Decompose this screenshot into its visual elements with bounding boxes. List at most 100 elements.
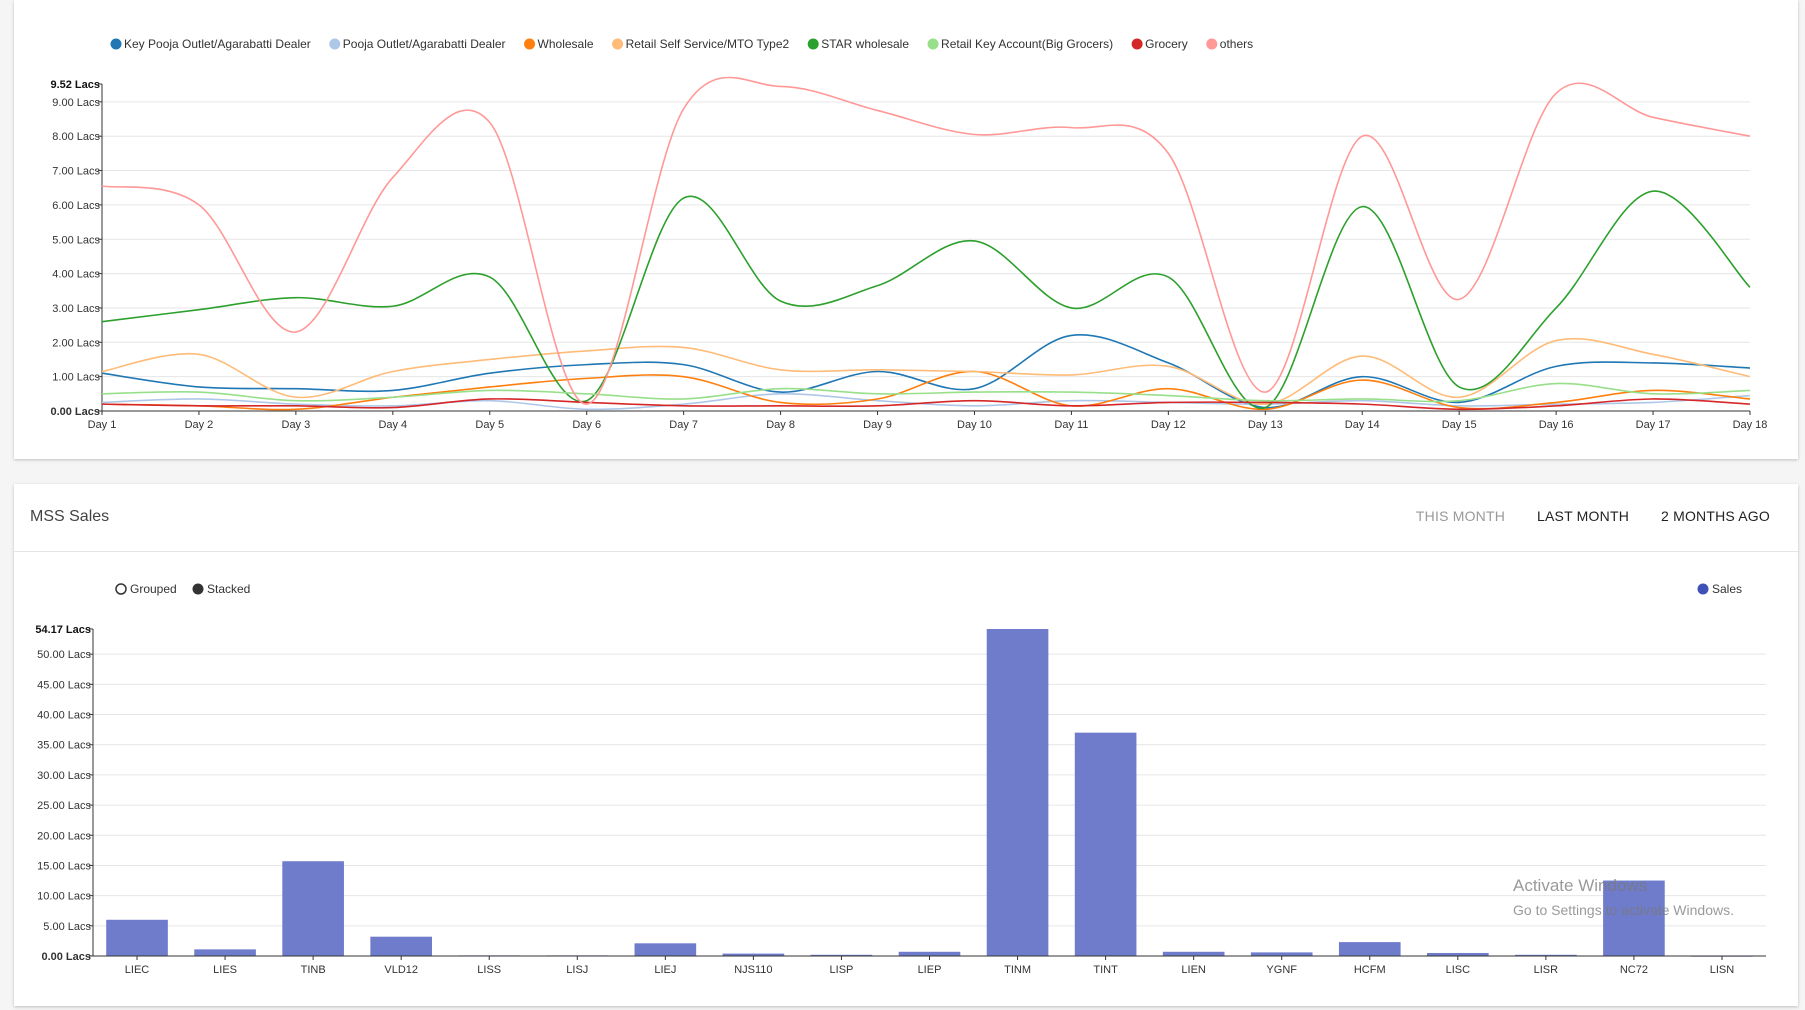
series-point[interactable] — [1748, 397, 1752, 401]
bar-njs110[interactable] — [722, 953, 785, 956]
legend-item-6[interactable]: Grocery — [1131, 37, 1188, 51]
tab-last-month[interactable]: LAST MONTH — [1537, 508, 1630, 524]
bar-liec[interactable] — [106, 919, 168, 956]
series-point[interactable] — [972, 390, 976, 394]
series-point[interactable] — [391, 395, 395, 399]
series-point[interactable] — [197, 404, 201, 408]
series-point[interactable] — [682, 363, 686, 367]
series-point[interactable] — [488, 397, 492, 401]
legend-dot-icon[interactable] — [927, 38, 939, 50]
series-point[interactable] — [682, 404, 686, 408]
legend-dot-icon[interactable] — [612, 38, 624, 50]
series-point[interactable] — [779, 400, 783, 404]
legend-dot-icon[interactable] — [524, 38, 536, 50]
series-point[interactable] — [1263, 390, 1267, 394]
series-point[interactable] — [1069, 404, 1073, 408]
series-line-7[interactable] — [101, 76, 1751, 405]
series-point[interactable] — [972, 399, 976, 403]
bar-ygnf[interactable] — [1250, 952, 1313, 956]
series-point[interactable] — [972, 387, 976, 391]
series-point[interactable] — [197, 397, 201, 401]
series-point[interactable] — [1554, 91, 1558, 95]
series-point[interactable] — [585, 349, 589, 353]
series-point[interactable] — [876, 368, 880, 372]
legend-item-0[interactable]: Key Pooja Outlet/Agarabatti Dealer — [110, 37, 311, 51]
legend-item-4[interactable]: STAR wholesale — [807, 37, 910, 51]
series-point[interactable] — [391, 388, 395, 392]
series-point[interactable] — [1069, 306, 1073, 310]
bar-liep[interactable] — [898, 951, 961, 956]
series-point[interactable] — [1748, 388, 1752, 392]
series-point[interactable] — [1166, 361, 1170, 365]
series-point[interactable] — [1651, 189, 1655, 193]
series-point[interactable] — [1166, 364, 1170, 368]
legend-dot-icon[interactable] — [1206, 38, 1218, 50]
series-point[interactable] — [585, 402, 589, 406]
series-point[interactable] — [1651, 352, 1655, 356]
series-point[interactable] — [100, 320, 104, 324]
series-point[interactable] — [876, 284, 880, 288]
series-point[interactable] — [1360, 205, 1364, 209]
series-point[interactable] — [488, 371, 492, 375]
series-point[interactable] — [1263, 400, 1267, 404]
series-point[interactable] — [294, 330, 298, 334]
series-point[interactable] — [488, 275, 492, 279]
bar-tint[interactable] — [1074, 732, 1137, 956]
series-point[interactable] — [1457, 399, 1461, 403]
series-point[interactable] — [100, 402, 104, 406]
series-point[interactable] — [1554, 404, 1558, 408]
bar-lien[interactable] — [1162, 951, 1225, 956]
legend-item-2[interactable]: Wholesale — [524, 37, 594, 51]
series-point[interactable] — [1748, 366, 1752, 370]
series-point[interactable] — [876, 404, 880, 408]
sales-legend-dot-icon[interactable] — [1697, 583, 1709, 595]
sales-legend-label[interactable]: Sales — [1712, 582, 1742, 596]
series-point[interactable] — [294, 399, 298, 403]
series-point[interactable] — [1166, 387, 1170, 391]
series-point[interactable] — [488, 385, 492, 389]
series-point[interactable] — [294, 296, 298, 300]
sales-legend[interactable]: Sales — [1697, 582, 1743, 596]
series-point[interactable] — [1360, 375, 1364, 379]
series-point[interactable] — [972, 239, 976, 243]
series-point[interactable] — [682, 196, 686, 200]
series-point[interactable] — [391, 175, 395, 179]
bar-liej[interactable] — [634, 943, 697, 956]
series-point[interactable] — [1651, 361, 1655, 365]
series-point[interactable] — [779, 392, 783, 396]
series-point[interactable] — [585, 392, 589, 396]
bar-hcfm[interactable] — [1338, 942, 1401, 956]
legend-item-1[interactable]: Pooja Outlet/Agarabatti Dealer — [329, 37, 506, 51]
series-point[interactable] — [1651, 392, 1655, 396]
series-point[interactable] — [585, 376, 589, 380]
series-point[interactable] — [972, 404, 976, 408]
series-point[interactable] — [1651, 400, 1655, 404]
series-point[interactable] — [779, 404, 783, 408]
series-point[interactable] — [876, 392, 880, 396]
series-point[interactable] — [197, 385, 201, 389]
series-point[interactable] — [779, 299, 783, 303]
series-point[interactable] — [1166, 151, 1170, 155]
series-point[interactable] — [1166, 394, 1170, 398]
series-point[interactable] — [1748, 134, 1752, 138]
series-point[interactable] — [488, 357, 492, 361]
series-point[interactable] — [100, 392, 104, 396]
series-point[interactable] — [391, 369, 395, 373]
series-point[interactable] — [294, 387, 298, 391]
series-point[interactable] — [1166, 400, 1170, 404]
stacked-label[interactable]: Stacked — [207, 582, 250, 596]
series-point[interactable] — [197, 308, 201, 312]
series-point[interactable] — [585, 407, 589, 411]
legend-item-5[interactable]: Retail Key Account(Big Grocers) — [927, 37, 1114, 51]
series-line-4[interactable] — [101, 190, 1751, 409]
series-point[interactable] — [488, 120, 492, 124]
series-point[interactable] — [972, 369, 976, 373]
series-point[interactable] — [1748, 402, 1752, 406]
legend-item-3[interactable]: Retail Self Service/MTO Type2 — [612, 37, 790, 51]
grouped-label[interactable]: Grouped — [130, 582, 177, 596]
series-point[interactable] — [294, 407, 298, 411]
tab-2-months-ago[interactable]: 2 MONTHS AGO — [1661, 508, 1770, 524]
series-point[interactable] — [779, 368, 783, 372]
series-point[interactable] — [391, 304, 395, 308]
bar-lisc[interactable] — [1426, 952, 1489, 956]
